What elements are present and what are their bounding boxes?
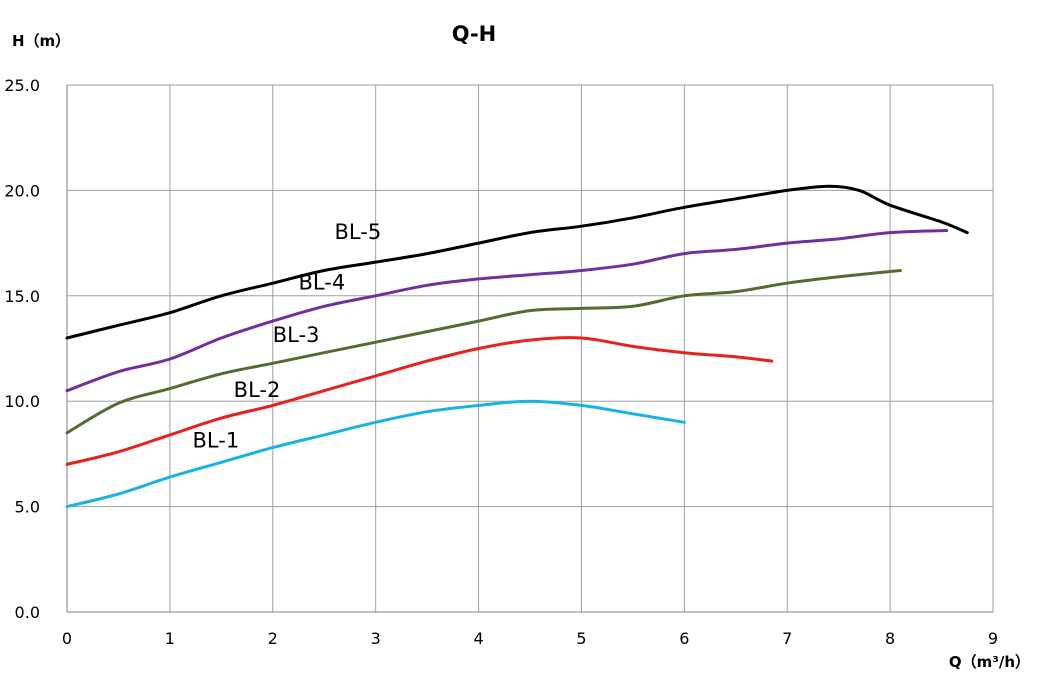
- x-axis-label: Q（m³/h）: [949, 653, 1030, 671]
- series-label-bl-3: BL-3: [273, 323, 320, 347]
- x-tick-labels: 0 1 2 3 4 5 6 7 8 9: [62, 629, 998, 648]
- series-label-bl-4: BL-4: [299, 270, 346, 294]
- series-line-bl-3: [65, 269, 902, 435]
- x-tick-label: 5: [576, 629, 586, 648]
- y-tick-label: 10.0: [4, 392, 40, 411]
- series-lines: [65, 184, 969, 509]
- x-tick-label: 0: [62, 629, 72, 648]
- x-tick-label: 7: [782, 629, 792, 648]
- y-tick-label: 0.0: [15, 603, 40, 622]
- x-tick-label: 3: [371, 629, 381, 648]
- y-tick-label: 20.0: [4, 181, 40, 200]
- y-axis-label: H（m）: [12, 32, 70, 50]
- series-line-bl-5: [65, 184, 969, 340]
- y-tick-label: 25.0: [4, 76, 40, 95]
- series-label-bl-1: BL-1: [193, 429, 240, 453]
- grid-lines: [67, 84, 994, 612]
- x-tick-label: 6: [679, 629, 689, 648]
- series-line-bl-1: [65, 399, 686, 509]
- series-label-bl-2: BL-2: [234, 378, 281, 402]
- axes: [66, 85, 993, 613]
- x-tick-label: 4: [473, 629, 483, 648]
- chart-title: Q-H: [452, 22, 497, 46]
- series-line-bl-4: [65, 229, 949, 393]
- y-tick-label: 15.0: [4, 287, 40, 306]
- series-labels: BL-1 BL-2 BL-3 BL-4 BL-5: [193, 220, 382, 453]
- y-tick-label: 5.0: [15, 498, 40, 517]
- x-tick-label: 8: [885, 629, 895, 648]
- y-tick-labels: 0.0 5.0 10.0 15.0 20.0 25.0: [4, 76, 40, 622]
- x-tick-label: 2: [268, 629, 278, 648]
- x-tick-label: 1: [165, 629, 175, 648]
- series-line-bl-2: [65, 336, 774, 466]
- series-label-bl-5: BL-5: [335, 220, 382, 244]
- x-tick-label: 9: [988, 629, 998, 648]
